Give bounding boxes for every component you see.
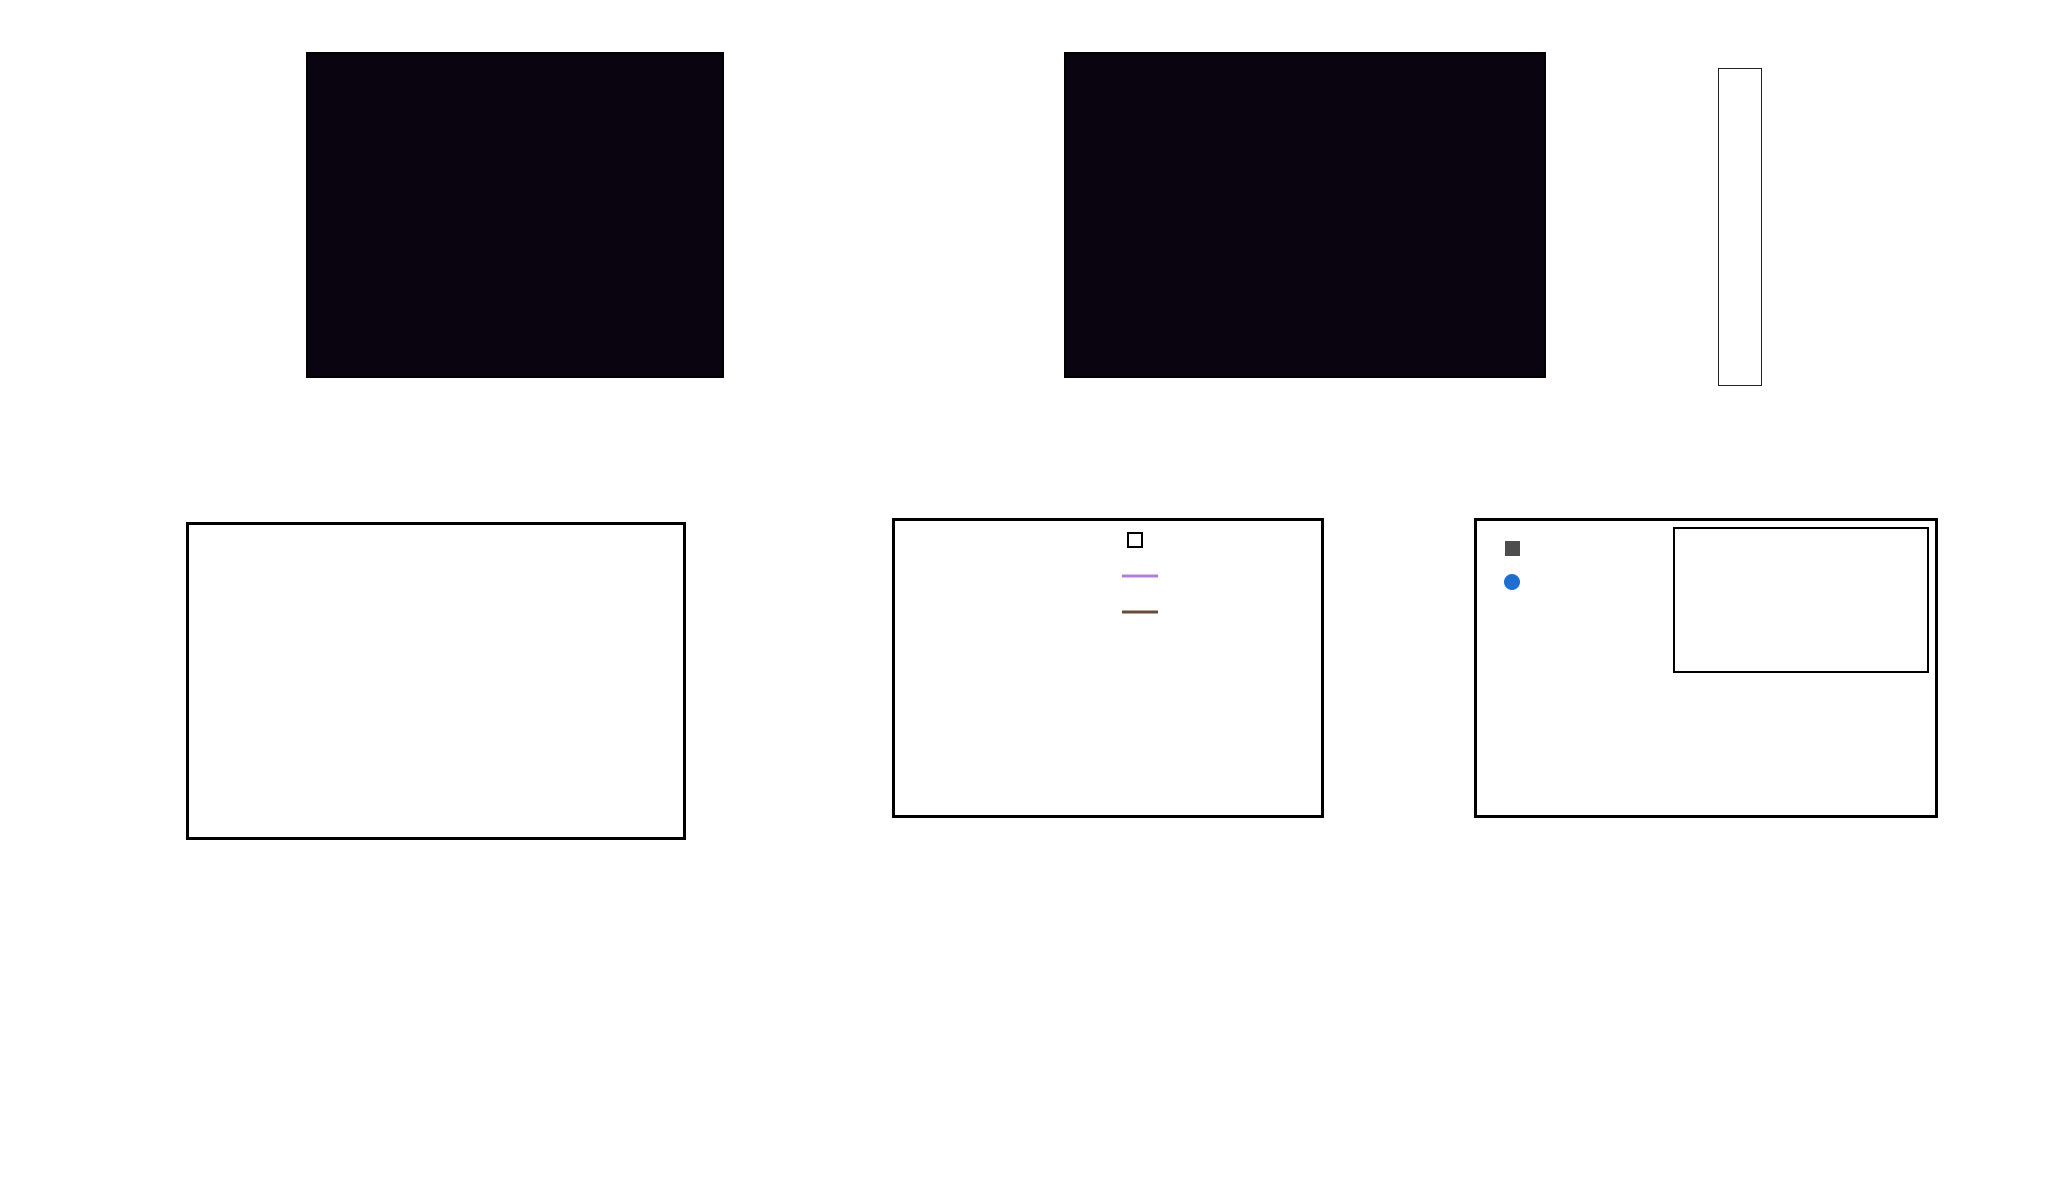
panel-e-inset [1673,527,1929,673]
legend-marker-line-aimd-za [1122,610,1158,614]
panel-a-dispersion-curves [308,54,722,376]
legend-marker-filled-square [1505,541,1520,556]
legend-marker-line-aimd [1122,574,1158,578]
panel-b-dispersion-curves [1066,54,1544,376]
panel-d-data [895,521,1321,815]
panel-e-inset-data [1675,529,1927,671]
panel-c-plot [186,522,686,840]
panel-c-data [189,525,683,837]
panel-a-heatmap [306,52,724,378]
legend-marker-open-square [1127,532,1143,548]
intensity-colorbar [1718,68,1762,386]
panel-b-heatmap [1064,52,1546,378]
panel-d-plot [892,518,1324,818]
panel-e-plot [1474,518,1938,818]
legend-marker-filled-circle [1504,574,1520,590]
